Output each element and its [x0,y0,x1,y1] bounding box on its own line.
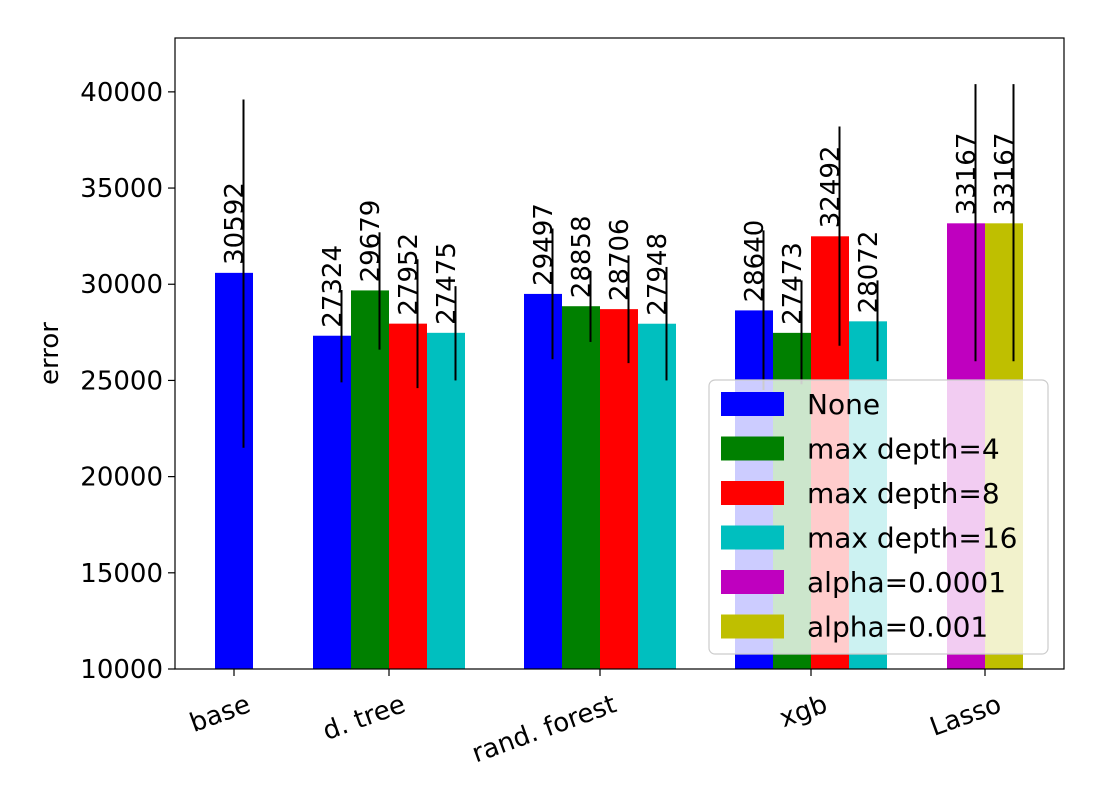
bar-label-xgb-max-depth-8: 32492 [816,146,846,229]
legend-label-alpha-0-001: alpha=0.001 [807,611,988,644]
bar-label-xgb-max-depth-16: 28072 [854,231,884,314]
y-tick-label-35000: 35000 [80,174,163,204]
bar-label-rand-forest-max-depth-16: 27948 [643,233,673,316]
legend-label-max-depth-16: max depth=16 [807,522,1018,555]
y-tick-label-40000: 40000 [80,78,163,108]
bar-label-base-none: 30592 [220,182,250,265]
bar-label-rand-forest-max-depth-4: 28858 [567,215,597,298]
bar-label-d-tree-max-depth-8: 27952 [394,233,424,316]
y-tick-label-10000: 10000 [80,655,163,685]
bar-label-d-tree-none: 27324 [318,245,348,328]
bar-label-d-tree-max-depth-4: 29679 [356,200,386,283]
legend-swatch-alpha-0-0001 [721,570,784,594]
legend-swatch-max-depth-8 [721,481,784,505]
bar-rand-forest-none [524,293,562,669]
bar-base-none [215,272,253,669]
x-tick-label-lasso: Lasso [926,689,1005,742]
legend-swatch-none [721,392,784,416]
legend-swatch-max-depth-16 [721,525,784,550]
y-axis-title: error [35,322,65,385]
legend-box [708,379,1049,655]
legend-label-alpha-0-0001: alpha=0.0001 [807,566,1006,599]
legend-label-max-depth-8: max depth=8 [807,477,1000,510]
bar-d-tree-max-depth-8 [389,323,427,669]
bar-label-xgb-max-depth-4: 27473 [778,242,808,325]
bar-label-rand-forest-none: 29497 [529,203,559,286]
bar-label-lasso-alpha-0-001: 33167 [990,133,1020,216]
y-tick-label-30000: 30000 [80,270,163,300]
bar-label-lasso-alpha-0-0001: 33167 [952,133,982,216]
y-tick-label-15000: 15000 [80,559,163,589]
x-tick-label-xgb: xgb [776,689,832,734]
legend-label-none: None [807,388,880,421]
x-tick-label-d-tree: d. tree [319,689,409,746]
x-tick-label-rand-forest: rand. forest [468,689,620,769]
legend-label-max-depth-4: max depth=4 [807,433,1000,466]
legend: None max depth=4 max depth=8 max depth=16 al… [708,379,1049,655]
bar-label-d-tree-max-depth-16: 27475 [432,242,462,325]
bar-d-tree-none [313,335,351,669]
legend-swatch-max-depth-4 [721,436,784,461]
bar-value-labels-layer: 30592 27324 29679 27952 27475 29497 28858 28706… [220,133,1020,328]
bar-rand-forest-max-depth-16 [638,323,676,669]
bar-d-tree-max-depth-16 [427,332,465,669]
bar-rand-forest-max-depth-8 [600,309,638,669]
y-tick-label-25000: 25000 [80,366,163,396]
bar-label-xgb-none: 28640 [740,220,770,303]
legend-swatch-alpha-0-001 [721,614,784,639]
error-bars-layer [242,84,1015,448]
y-tick-label-20000: 20000 [80,463,163,493]
bar-rand-forest-max-depth-4 [562,306,600,669]
bar-d-tree-max-depth-4 [351,290,389,669]
plot-frame [174,37,1065,670]
x-tick-label-base: base [186,689,255,738]
bar-label-rand-forest-max-depth-8: 28706 [605,218,635,301]
